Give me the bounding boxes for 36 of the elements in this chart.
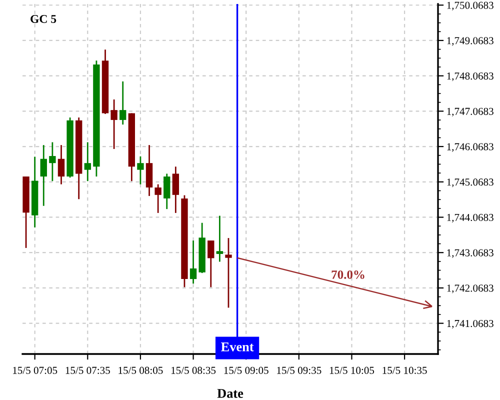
y-tick-label: 1,749.0683: [447, 37, 494, 46]
candlestick: [58, 144, 65, 185]
candlestick: [120, 80, 126, 126]
candlestick: [154, 184, 162, 214]
y-tick-label: 1,750.0683: [447, 2, 494, 10]
x-tick-label: 15/5 08:05: [118, 366, 163, 374]
x-tick-label: 15/5 07:35: [66, 366, 110, 374]
y-tick-label: 1,746.0683: [447, 143, 494, 152]
x-tick-label: 15/5 10:35: [382, 366, 427, 374]
x-tick-label: 15/5 07:05: [13, 366, 58, 374]
candlestick: [172, 166, 180, 214]
y-tick-label: 1,744.0683: [447, 214, 494, 223]
candlestick: [208, 240, 214, 288]
annotation: 70.0%: [332, 270, 364, 279]
x-tick-label: 15/5 09:05: [224, 366, 268, 374]
x-tick-label: 15/5 09:35: [277, 366, 322, 374]
y-tick-label: 1,745.0683: [447, 178, 494, 188]
x-axis-title: Date: [217, 389, 244, 398]
y-tick-label: 1,743.0683: [447, 249, 494, 258]
x-tick-label: 15/5 10:05: [330, 366, 374, 374]
candlestick: [190, 240, 197, 284]
candlestick: [110, 98, 118, 150]
y-tick-label: 1,747.0683: [447, 108, 494, 116]
text: GC 5: [30, 15, 56, 23]
candlestick: [84, 142, 91, 182]
y-tick-label: 1,741.0683: [447, 320, 494, 329]
x-tick-label: 15/5 08:35: [171, 366, 216, 374]
candlestick: [40, 144, 47, 207]
candlestick: [49, 142, 56, 182]
y-tick-label: 1,742.0683: [447, 284, 494, 294]
candlestick: [137, 156, 144, 185]
y-tick-label: 1,748.0683: [447, 72, 494, 82]
ref-line-label: Event: [221, 342, 254, 352]
candlestick: [164, 173, 170, 210]
candlestick: [216, 215, 224, 262]
candlestick: [225, 237, 232, 308]
